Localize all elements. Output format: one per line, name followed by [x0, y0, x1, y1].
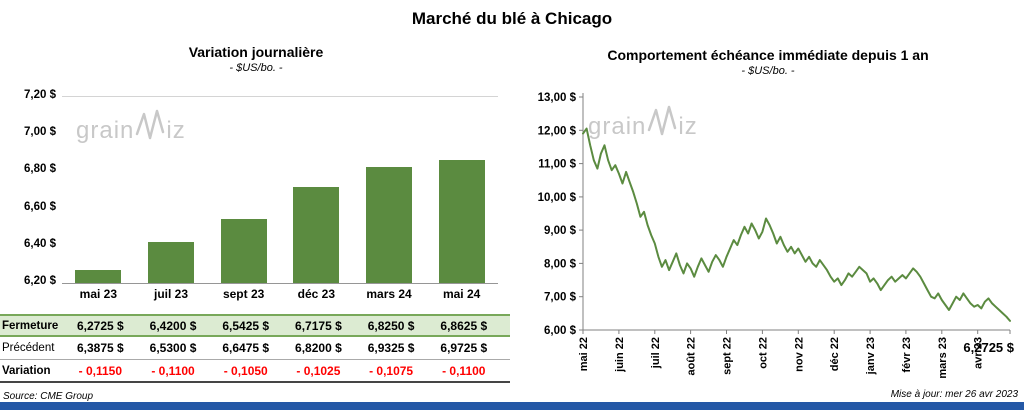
- bar-y-tick-label: 6,60 $: [24, 200, 56, 213]
- bar-chart-subtitle: - $US/bo. -: [229, 62, 283, 74]
- bar-y-tick-label: 6,80 $: [24, 163, 56, 176]
- table-row-precedent: Précédent 6,3875 $ 6,5300 $ 6,6475 $ 6,8200 …: [0, 337, 510, 360]
- bar-déc-23: [293, 186, 340, 283]
- price-table: Fermeture 6,2725 $ 6,4200 $ 6,5425 $ 6,7175 …: [0, 314, 510, 383]
- line-y-tick-label: 8,00 $: [544, 258, 577, 270]
- month-tick-label: août 22: [686, 337, 698, 376]
- month-tick-label: déc 22: [829, 337, 841, 371]
- line-y-tick-label: 12,00 $: [538, 125, 577, 137]
- table-row-fermeture: Fermeture 6,2725 $ 6,4200 $ 6,5425 $ 6,7175 …: [0, 314, 510, 337]
- price-cell: 6,5300 $: [149, 341, 197, 355]
- month-tick-label: févr 23: [901, 337, 913, 372]
- watermark-text: grain: [76, 117, 135, 144]
- price-cell: 6,8200 $: [295, 341, 342, 355]
- bar-y-tick-label: 6,20 $: [24, 275, 56, 287]
- bar-category-label: mai 24: [442, 287, 481, 301]
- grainwiz-watermark: grain iz: [588, 104, 698, 139]
- price-cell: - 0,1150: [78, 363, 123, 378]
- bar-chart-title: Variation journalière: [188, 44, 324, 60]
- price-cell: 6,3875 $: [76, 341, 124, 355]
- bar-mai-24: [438, 159, 485, 283]
- line-y-tick-label: 11,00 $: [538, 159, 576, 171]
- price-cell: - 0,1075: [369, 363, 414, 378]
- source-note: Source: CME Group: [3, 391, 94, 402]
- price-cell: 6,9325 $: [367, 341, 415, 355]
- month-tick-label: nov 22: [793, 337, 805, 372]
- grainwiz-pulse-icon: [136, 109, 165, 140]
- month-tick-label: oct 22: [757, 337, 769, 369]
- month-tick-label: mai 22: [578, 337, 590, 371]
- line-y-tick-label: 9,00 $: [544, 225, 577, 237]
- month-tick-label: juin 22: [614, 337, 626, 373]
- line-chart-title: Comportement échéance immédiate depuis 1…: [607, 47, 929, 63]
- bar-juil-23: [148, 242, 194, 283]
- grainwiz-pulse-icon: [648, 105, 677, 136]
- month-tick-label: janv 23: [865, 337, 877, 375]
- bar-category-label: déc 23: [297, 287, 336, 301]
- bar-y-tick-label: 7,00 $: [24, 126, 56, 139]
- price-cell: 6,8625 $: [440, 318, 488, 333]
- price-cell: 6,8250 $: [367, 318, 415, 333]
- price-cell: 6,7175 $: [295, 318, 342, 333]
- watermark-text: grain: [588, 113, 647, 140]
- row-label: Fermeture: [2, 319, 59, 332]
- bar-category-label: sept 23: [222, 287, 265, 301]
- bar-sept-23: [220, 219, 267, 283]
- month-tick-label: avr 23: [973, 337, 985, 369]
- page-title: Marché du blé à Chicago: [411, 9, 613, 28]
- bar-plot-area: [62, 96, 498, 284]
- bar-y-tick-label: 6,40 $: [24, 237, 56, 250]
- bar-mai-23: [75, 269, 122, 283]
- price-cell: - 0,1100: [151, 363, 195, 378]
- bar-category-label: juil 23: [154, 287, 189, 301]
- watermark-text: iz: [678, 113, 698, 140]
- price-cell: 6,5425 $: [222, 318, 270, 333]
- price-line: [582, 127, 1011, 322]
- bar-y-tick-label: 7,20 $: [24, 89, 56, 101]
- last-price-label: 6,2725 $: [963, 340, 1014, 355]
- line-y-tick-label: 13,00 $: [538, 92, 577, 104]
- line-y-tick-label: 7,00 $: [544, 292, 577, 304]
- bar-category-label: mai 23: [79, 287, 118, 301]
- price-cell: - 0,1050: [223, 363, 268, 378]
- bar-category-label: mars 24: [366, 287, 412, 301]
- line-y-tick-label: 6,00 $: [544, 325, 577, 337]
- month-tick-label: juil 22: [650, 337, 662, 369]
- line-y-tick-label: 10,00 $: [538, 192, 577, 204]
- month-tick-label: mars 23: [937, 337, 949, 379]
- bar-x-axis: mai 23 juil 23 sept 23 déc 23 mars 24 mai 24: [62, 287, 498, 303]
- line-chart-subtitle: - $US/bo. -: [741, 65, 795, 77]
- price-cell: - 0,1025: [296, 363, 341, 378]
- watermark-text: iz: [166, 117, 186, 144]
- bottom-accent-bar: [0, 402, 1024, 410]
- row-label: Précédent: [2, 342, 55, 354]
- price-cell: - 0,1100: [442, 363, 486, 378]
- grainwiz-watermark: grain iz: [76, 108, 186, 143]
- bar-mars-24: [366, 166, 412, 283]
- month-tick-label: sept 22: [722, 337, 734, 375]
- price-cell: 6,9725 $: [440, 341, 488, 355]
- update-note: Mise à jour: mer 26 avr 2023: [890, 389, 1018, 400]
- price-cell: 6,4200 $: [149, 318, 197, 333]
- line-chart: 13,00 $ 12,00 $ 11,00 $ 10,00 $ 9,00 $ 8,00 $…: [538, 92, 1015, 379]
- row-label: Variation: [2, 364, 51, 377]
- table-row-variation: Variation - 0,1150 - 0,1100 - 0,1050 - 0,102…: [0, 360, 510, 383]
- bar-y-axis: 7,20 $ 7,00 $ 6,80 $ 6,60 $ 6,40 $ 6,20 $: [0, 89, 56, 287]
- price-cell: 6,6475 $: [222, 341, 270, 355]
- price-cell: 6,2725 $: [76, 318, 124, 333]
